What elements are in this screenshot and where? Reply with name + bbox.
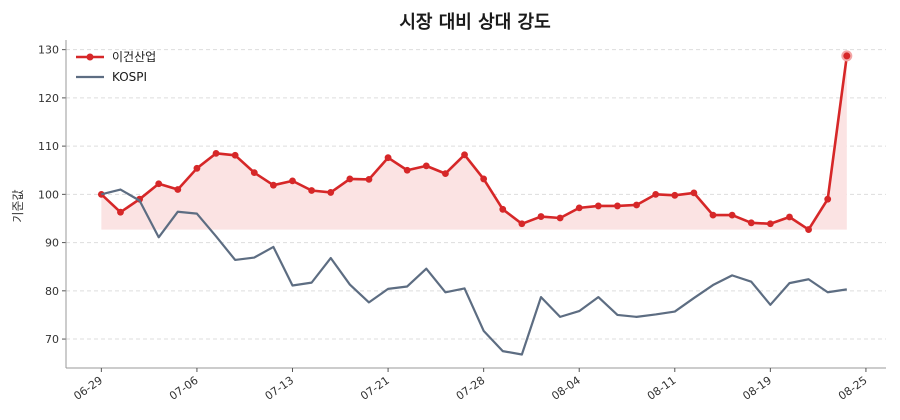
- series-line-0: [100, 55, 849, 231]
- data-point: [556, 214, 564, 222]
- x-tick-label: 06-29: [71, 374, 105, 403]
- y-axis-label: 기준값: [11, 189, 25, 222]
- data-point: [193, 164, 201, 172]
- data-point: [805, 226, 812, 233]
- legend-label-0: 이건산업: [112, 50, 156, 64]
- data-point: [480, 175, 488, 183]
- data-point: [594, 202, 602, 210]
- data-point: [709, 211, 717, 219]
- data-point: [403, 166, 411, 174]
- data-point: [633, 201, 640, 209]
- x-tick-label: 08-04: [549, 374, 583, 403]
- data-point: [308, 187, 316, 194]
- data-point: [250, 169, 258, 177]
- area-fill: [101, 55, 847, 230]
- x-tick-label: 08-19: [740, 374, 774, 403]
- y-tick-label: 110: [38, 140, 59, 153]
- data-point: [786, 213, 793, 221]
- series-line-1: [101, 188, 847, 356]
- data-point: [690, 189, 698, 197]
- legend: 이건산업 KOSPI: [76, 50, 156, 84]
- data-point: [575, 204, 583, 212]
- x-tick-label: 08-25: [836, 374, 870, 403]
- data-point: [537, 213, 545, 220]
- data-point: [841, 50, 853, 62]
- data-point: [499, 205, 507, 213]
- y-tick-label: 70: [45, 333, 59, 346]
- data-point: [269, 181, 277, 189]
- data-point: [365, 176, 373, 183]
- chart-title: 시장 대비 상대 강도: [399, 12, 550, 33]
- series-fill-0: [101, 55, 847, 230]
- data-point: [518, 220, 526, 228]
- data-point: [155, 180, 163, 188]
- legend-label-1: KOSPI: [112, 70, 147, 84]
- data-point: [461, 151, 468, 159]
- y-tick-label: 130: [38, 44, 59, 57]
- data-point: [174, 186, 182, 193]
- data-point: [614, 202, 621, 210]
- x-tick-label: 07-28: [454, 374, 488, 403]
- data-point: [327, 189, 335, 196]
- x-tick-label: 07-06: [167, 374, 201, 403]
- data-point: [212, 149, 220, 157]
- data-point: [231, 151, 239, 159]
- data-point: [289, 177, 296, 185]
- data-point: [766, 220, 774, 228]
- data-point: [728, 211, 736, 219]
- y-tick-label: 90: [45, 237, 59, 250]
- y-tick-label: 80: [45, 285, 59, 298]
- series-layer: [97, 50, 853, 356]
- data-point: [747, 219, 755, 227]
- data-point: [346, 175, 354, 183]
- legend-marker-0: [86, 53, 94, 61]
- data-point: [384, 154, 392, 162]
- x-tick-label: 07-21: [358, 374, 392, 403]
- x-tick-label: 07-13: [263, 374, 297, 403]
- y-tick-label: 120: [38, 92, 59, 105]
- y-tick-label: 100: [38, 188, 59, 201]
- data-point: [824, 195, 832, 203]
- x-tick-label: 08-11: [645, 374, 679, 403]
- data-point: [117, 208, 124, 216]
- data-point: [442, 170, 449, 178]
- data-point: [652, 190, 660, 198]
- data-point: [671, 191, 679, 199]
- data-point: [422, 162, 430, 170]
